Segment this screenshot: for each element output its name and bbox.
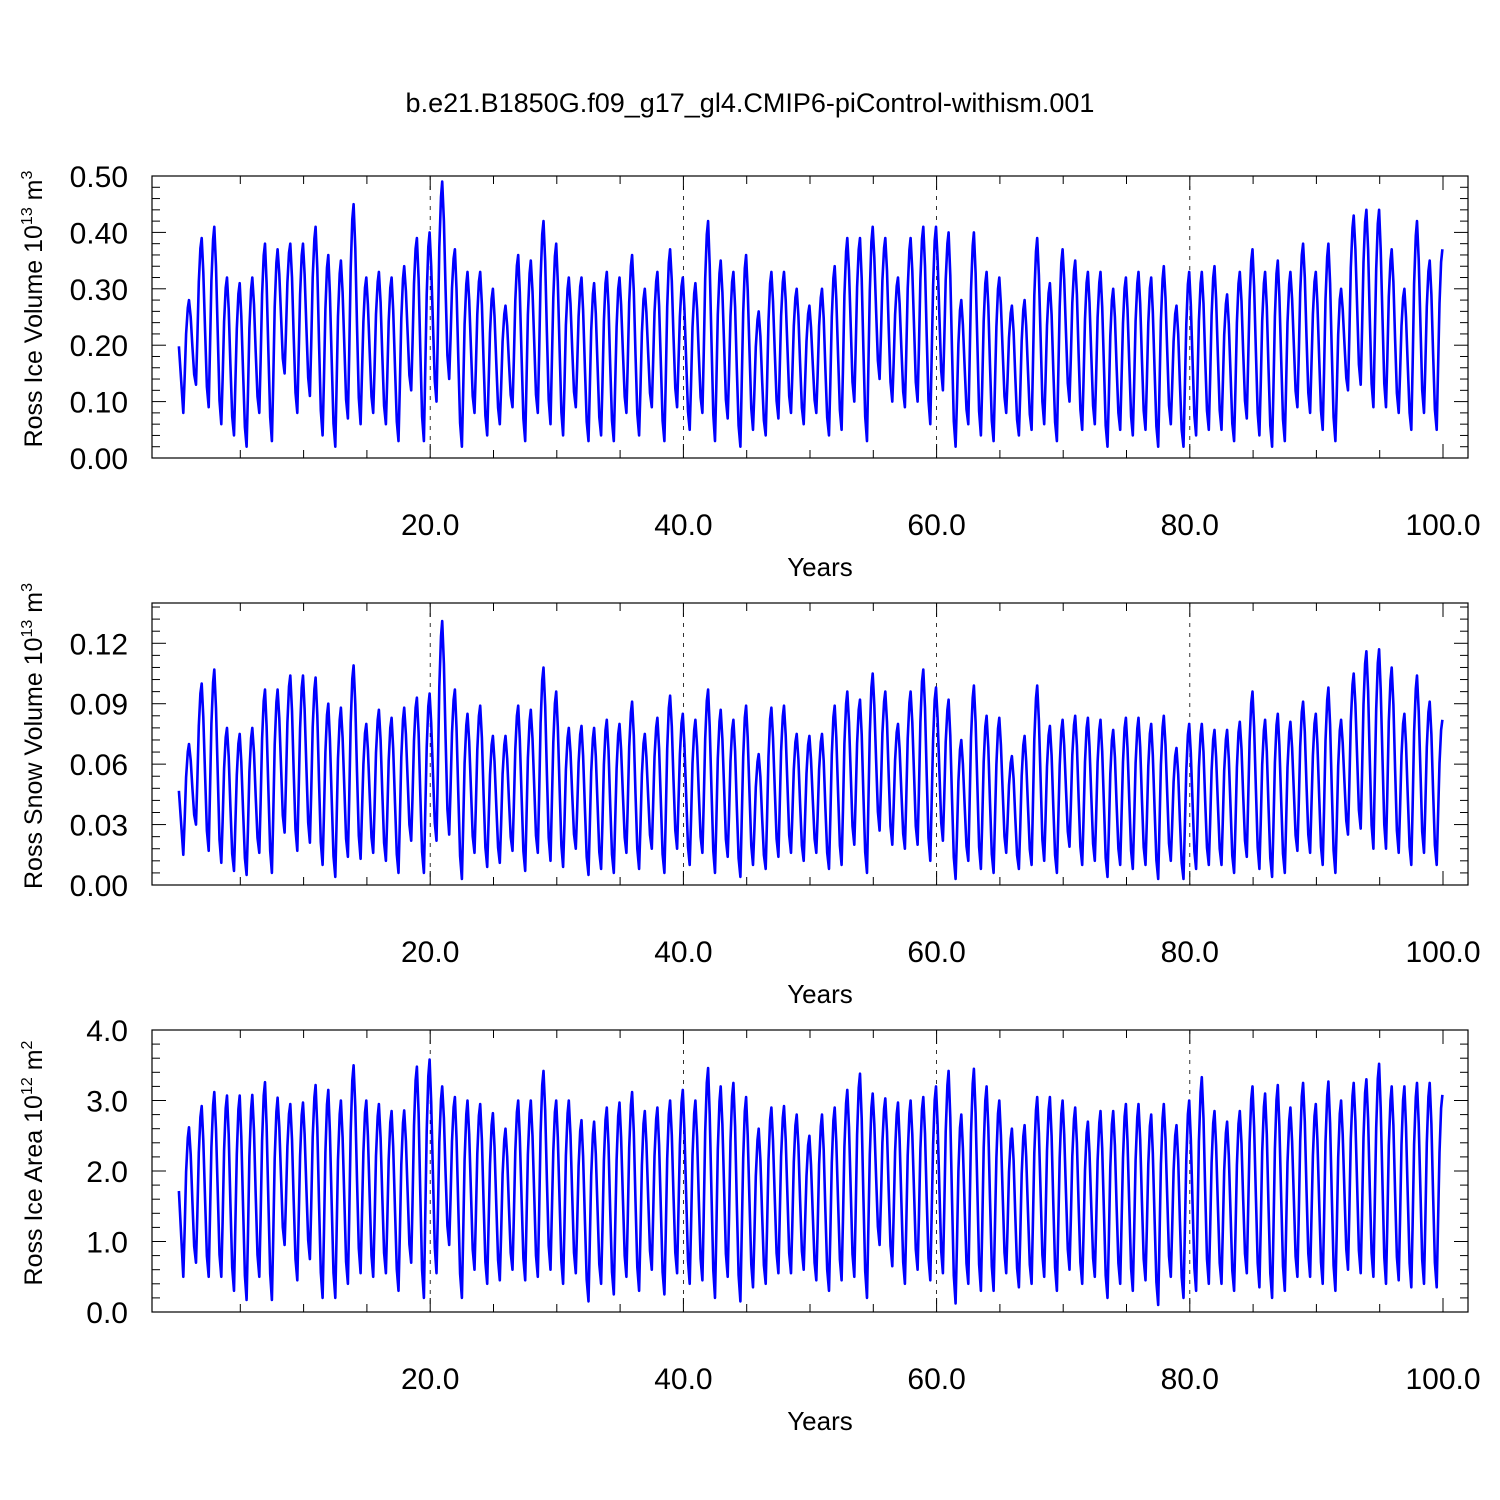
x-axis-label: Years — [787, 552, 853, 582]
series-line — [177, 619, 1444, 881]
y-axis-label-ylabel-exp: 12 — [19, 1077, 36, 1095]
x-tick-label: 60.0 — [907, 509, 965, 542]
x-tick-label: 40.0 — [654, 1363, 712, 1396]
y-tick-label: 0.12 — [70, 628, 128, 661]
x-axis-label: Years — [787, 979, 853, 1009]
x-axis-label: Years — [787, 1406, 853, 1436]
y-axis-label: Ross Snow Volume 1013 m3 — [19, 583, 48, 889]
x-tick-label: 20.0 — [401, 1363, 459, 1396]
y-axis-label-ylabel-unit: m — [20, 1049, 48, 1077]
x-tick-label: 60.0 — [907, 936, 965, 969]
y-axis-label-ylabel: Ross Ice Area 10 — [20, 1095, 48, 1285]
y-tick-label: 1.0 — [86, 1227, 128, 1260]
y-tick-label: 0.06 — [70, 749, 128, 782]
series-line — [177, 180, 1444, 448]
y-axis-label-ylabel-unit: m — [20, 592, 48, 620]
x-tick-label: 80.0 — [1161, 509, 1219, 542]
y-axis-label: Ross Ice Area 1012 m2 — [19, 1040, 48, 1285]
y-axis-label-ylabel-exp: 13 — [19, 620, 36, 638]
y-tick-label: 0.40 — [70, 217, 128, 250]
y-tick-label: 0.00 — [70, 870, 128, 903]
y-tick-label: 2.0 — [86, 1156, 128, 1189]
y-tick-label: 0.03 — [70, 810, 128, 843]
y-tick-label: 0.10 — [70, 387, 128, 420]
x-tick-label: 20.0 — [401, 936, 459, 969]
y-axis-label-ylabel-exp: 13 — [19, 207, 36, 225]
panel-2: 0.00 0.03 0.06 0.09 0.12 20.0 40.0 60.0 80.0 100.… — [19, 583, 1481, 1009]
x-tick-label: 80.0 — [1161, 936, 1219, 969]
panel-1: 0.00 0.10 0.20 0.30 0.40 0.50 20.0 40.0 60.0 80.0… — [19, 161, 1481, 582]
y-tick-label: 0.0 — [86, 1297, 128, 1330]
x-tick-label: 20.0 — [401, 509, 459, 542]
y-axis-label-ylabel: Ross Ice Volume 10 — [20, 225, 48, 447]
series-line — [177, 1058, 1444, 1307]
y-tick-label: 0.20 — [70, 330, 128, 363]
x-tick-label: 100.0 — [1405, 509, 1480, 542]
figure-title: b.e21.B1850G.f09_g17_gl4.CMIP6-piControl… — [406, 88, 1095, 118]
y-axis-label-ylabel: Ross Snow Volume 10 — [20, 637, 48, 889]
y-tick-label: 4.0 — [86, 1015, 128, 1048]
y-tick-label: 0.50 — [70, 161, 128, 194]
y-axis-label-ylabel-unit-exp: 3 — [19, 170, 36, 179]
y-axis-label-ylabel-unit-exp: 2 — [19, 1040, 36, 1049]
y-tick-label: 0.00 — [70, 443, 128, 476]
x-tick-label: 60.0 — [907, 1363, 965, 1396]
x-tick-label: 80.0 — [1161, 1363, 1219, 1396]
y-axis-label: Ross Ice Volume 1013 m3 — [19, 170, 48, 447]
y-tick-label: 0.09 — [70, 689, 128, 722]
y-tick-label: 0.30 — [70, 274, 128, 307]
y-axis-label-ylabel-unit-exp: 3 — [19, 583, 36, 592]
y-axis-label-ylabel-unit: m — [20, 179, 48, 207]
panel-3: 0.0 1.0 2.0 3.0 4.0 20.0 40.0 60.0 80.0 100.0 Year… — [19, 1015, 1481, 1436]
x-tick-label: 100.0 — [1405, 1363, 1480, 1396]
x-tick-label: 100.0 — [1405, 936, 1480, 969]
y-tick-label: 3.0 — [86, 1086, 128, 1119]
x-tick-label: 40.0 — [654, 509, 712, 542]
x-tick-label: 40.0 — [654, 936, 712, 969]
